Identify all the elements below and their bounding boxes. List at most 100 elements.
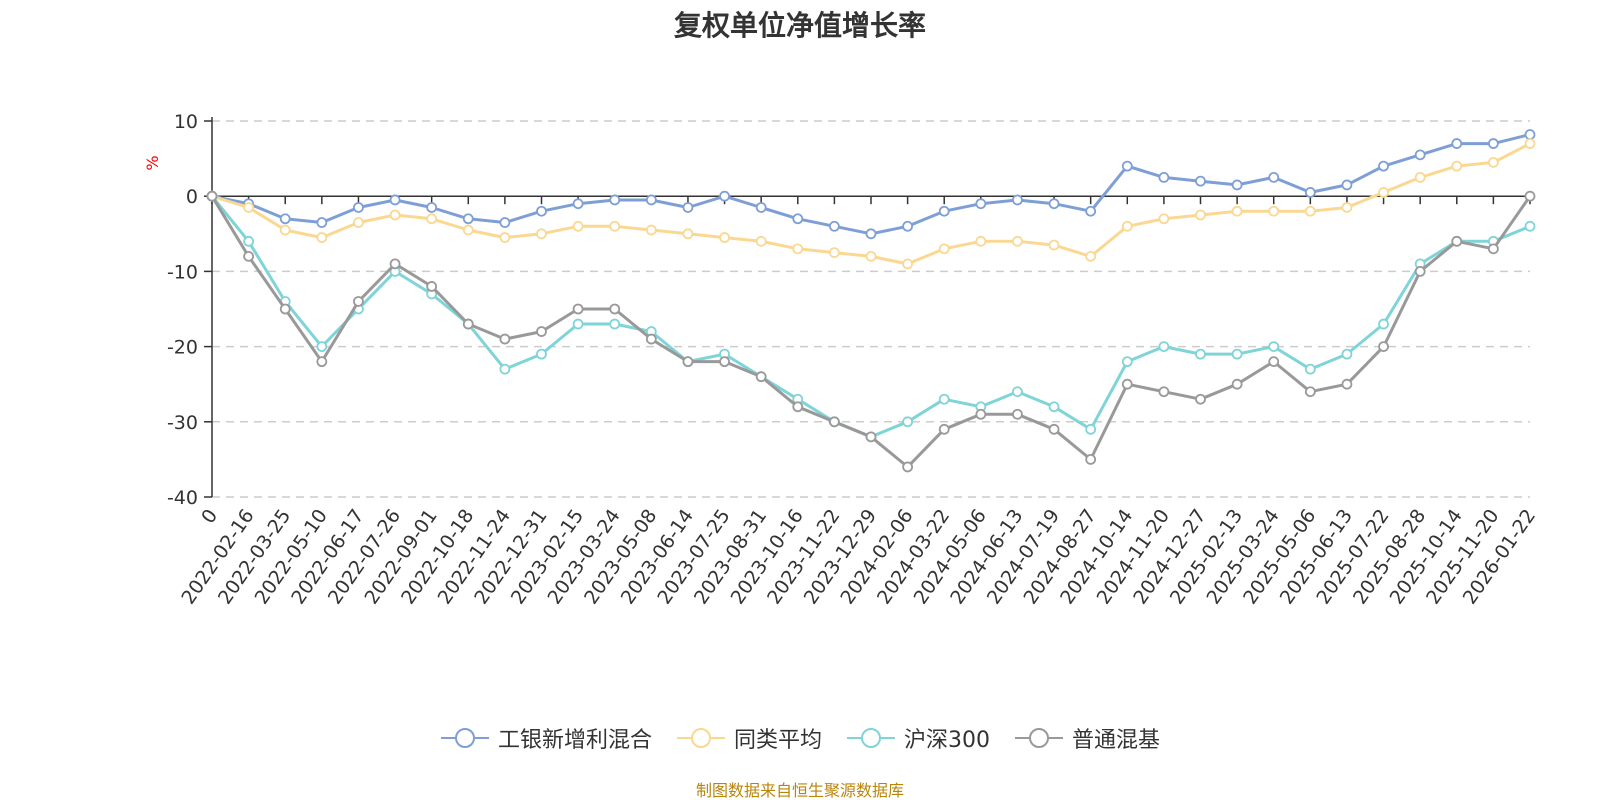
data-point bbox=[902, 258, 914, 270]
data-point bbox=[426, 202, 438, 213]
data-point bbox=[1378, 341, 1389, 353]
data-point bbox=[1268, 171, 1280, 183]
chart-legend: 工银新增利混合 同类平均 沪深300 普通混基 bbox=[0, 722, 1600, 754]
data-point bbox=[1048, 198, 1060, 210]
data-point bbox=[1121, 356, 1133, 368]
data-point bbox=[572, 198, 584, 210]
data-point bbox=[828, 220, 840, 232]
data-point bbox=[1012, 194, 1023, 206]
legend-label: 沪深300 bbox=[904, 728, 990, 753]
data-point bbox=[1414, 149, 1426, 161]
data-point bbox=[1231, 378, 1243, 390]
data-point bbox=[572, 303, 584, 315]
data-point bbox=[609, 220, 621, 232]
series-lines bbox=[206, 129, 1536, 473]
data-point bbox=[243, 235, 255, 247]
data-point bbox=[1085, 423, 1097, 435]
data-point bbox=[1121, 220, 1133, 232]
data-point bbox=[1341, 202, 1353, 213]
data-point bbox=[462, 213, 474, 225]
y-unit-label: % bbox=[143, 155, 162, 170]
legend-item[interactable]: 沪深300 bbox=[846, 722, 990, 754]
data-point bbox=[1268, 356, 1280, 368]
data-point bbox=[828, 416, 840, 428]
y-tick-label: -40 bbox=[167, 487, 198, 509]
grid-lines bbox=[212, 120, 1530, 498]
y-tick-label: 0 bbox=[186, 186, 198, 208]
data-point bbox=[792, 243, 804, 255]
legend-item[interactable]: 普通混基 bbox=[1014, 722, 1160, 754]
data-point bbox=[755, 371, 767, 383]
data-point bbox=[316, 356, 328, 368]
data-point bbox=[1048, 239, 1060, 251]
data-point bbox=[1341, 348, 1353, 360]
data-point bbox=[938, 243, 950, 255]
data-point bbox=[1524, 129, 1536, 140]
data-point bbox=[938, 393, 950, 405]
y-tick-label: -20 bbox=[167, 337, 198, 359]
legend-label: 普通混基 bbox=[1072, 728, 1161, 753]
data-point bbox=[389, 194, 401, 206]
data-point bbox=[1414, 171, 1426, 183]
data-point bbox=[645, 333, 657, 345]
data-point bbox=[1121, 160, 1133, 172]
data-point bbox=[1341, 378, 1353, 390]
data-point bbox=[719, 190, 730, 202]
data-point bbox=[865, 431, 877, 443]
data-point bbox=[609, 194, 621, 206]
y-tick-label: -30 bbox=[167, 412, 198, 434]
data-point bbox=[1414, 265, 1426, 277]
data-point bbox=[719, 232, 730, 243]
chart-title: 复权单位净值增长率 bbox=[673, 9, 926, 42]
data-point bbox=[279, 213, 291, 225]
data-point bbox=[719, 356, 730, 368]
data-point bbox=[353, 202, 364, 213]
data-point bbox=[316, 341, 328, 353]
data-point bbox=[389, 258, 401, 270]
data-point bbox=[1341, 179, 1353, 191]
data-point bbox=[316, 232, 328, 243]
data-point bbox=[865, 250, 877, 262]
data-point bbox=[499, 232, 511, 243]
legend-item[interactable]: 同类平均 bbox=[676, 722, 822, 754]
data-point bbox=[1195, 175, 1206, 187]
data-point bbox=[609, 303, 621, 315]
data-point bbox=[1268, 341, 1280, 353]
legend-item[interactable]: 工银新增利混合 bbox=[440, 722, 652, 754]
data-point bbox=[682, 356, 694, 368]
data-point bbox=[426, 281, 438, 292]
data-point bbox=[1048, 423, 1060, 435]
data-point bbox=[1378, 318, 1389, 330]
data-point bbox=[243, 202, 255, 213]
data-point bbox=[536, 348, 547, 360]
data-point bbox=[1012, 235, 1023, 247]
data-point bbox=[1048, 401, 1060, 413]
data-point bbox=[902, 461, 914, 473]
data-point bbox=[902, 220, 914, 232]
data-point bbox=[755, 235, 767, 247]
data-point bbox=[1195, 209, 1206, 221]
data-point bbox=[279, 224, 291, 236]
data-point bbox=[902, 416, 914, 428]
series-line bbox=[211, 133, 1531, 236]
data-point bbox=[1085, 205, 1097, 217]
data-point bbox=[975, 408, 987, 420]
data-point bbox=[206, 190, 218, 202]
y-tick-label: -10 bbox=[167, 261, 198, 283]
data-point bbox=[975, 198, 987, 210]
data-point bbox=[1158, 386, 1170, 398]
data-point bbox=[462, 318, 474, 330]
data-point bbox=[462, 224, 474, 236]
data-point bbox=[316, 217, 328, 228]
x-tick-label: 0 bbox=[197, 505, 222, 528]
data-point bbox=[645, 194, 657, 206]
data-point bbox=[1268, 205, 1280, 217]
data-source-note: 制图数据来自恒生聚源数据库 bbox=[695, 782, 904, 800]
data-point bbox=[1524, 138, 1536, 149]
data-point bbox=[572, 220, 584, 232]
data-point bbox=[1012, 408, 1023, 420]
data-point bbox=[792, 213, 804, 225]
data-point bbox=[1231, 205, 1243, 217]
data-point bbox=[1231, 348, 1243, 360]
data-point bbox=[1487, 138, 1499, 149]
